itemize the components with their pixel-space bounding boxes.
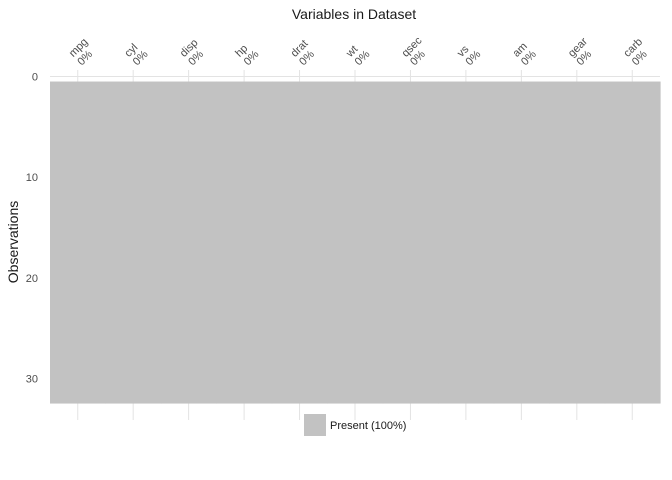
legend: Present (100%): [304, 414, 406, 436]
y-tick-label: 10: [26, 172, 38, 184]
x-tick-label-wt: wt0%: [343, 43, 372, 68]
tile-hp: [216, 81, 273, 404]
y-tick-label: 20: [26, 273, 38, 285]
y-axis-labels: 0 10 20 30: [26, 72, 38, 386]
y-axis-title: Observations: [5, 201, 21, 283]
tile-drat: [271, 81, 328, 404]
chart-title: Variables in Dataset: [292, 6, 416, 22]
x-tick-label-hp: hp0%: [233, 42, 261, 68]
tile-mpg: [50, 81, 107, 404]
tile-am: [493, 81, 550, 404]
tile-vs: [438, 81, 495, 404]
tile-wt: [327, 81, 384, 404]
x-tick-label-am: am0%: [511, 40, 539, 68]
tile-gear: [549, 81, 606, 404]
y-tick-label: 0: [32, 72, 38, 84]
tile-disp: [160, 81, 217, 404]
x-tick-label-vs: vs0%: [455, 43, 483, 68]
legend-key: [304, 414, 326, 436]
tile-carb: [604, 81, 661, 404]
y-tick-label: 30: [26, 373, 38, 385]
tile-qsec: [382, 81, 439, 404]
tile-cyl: [105, 81, 162, 404]
legend-label: Present (100%): [330, 420, 406, 432]
tiles: [50, 81, 661, 404]
